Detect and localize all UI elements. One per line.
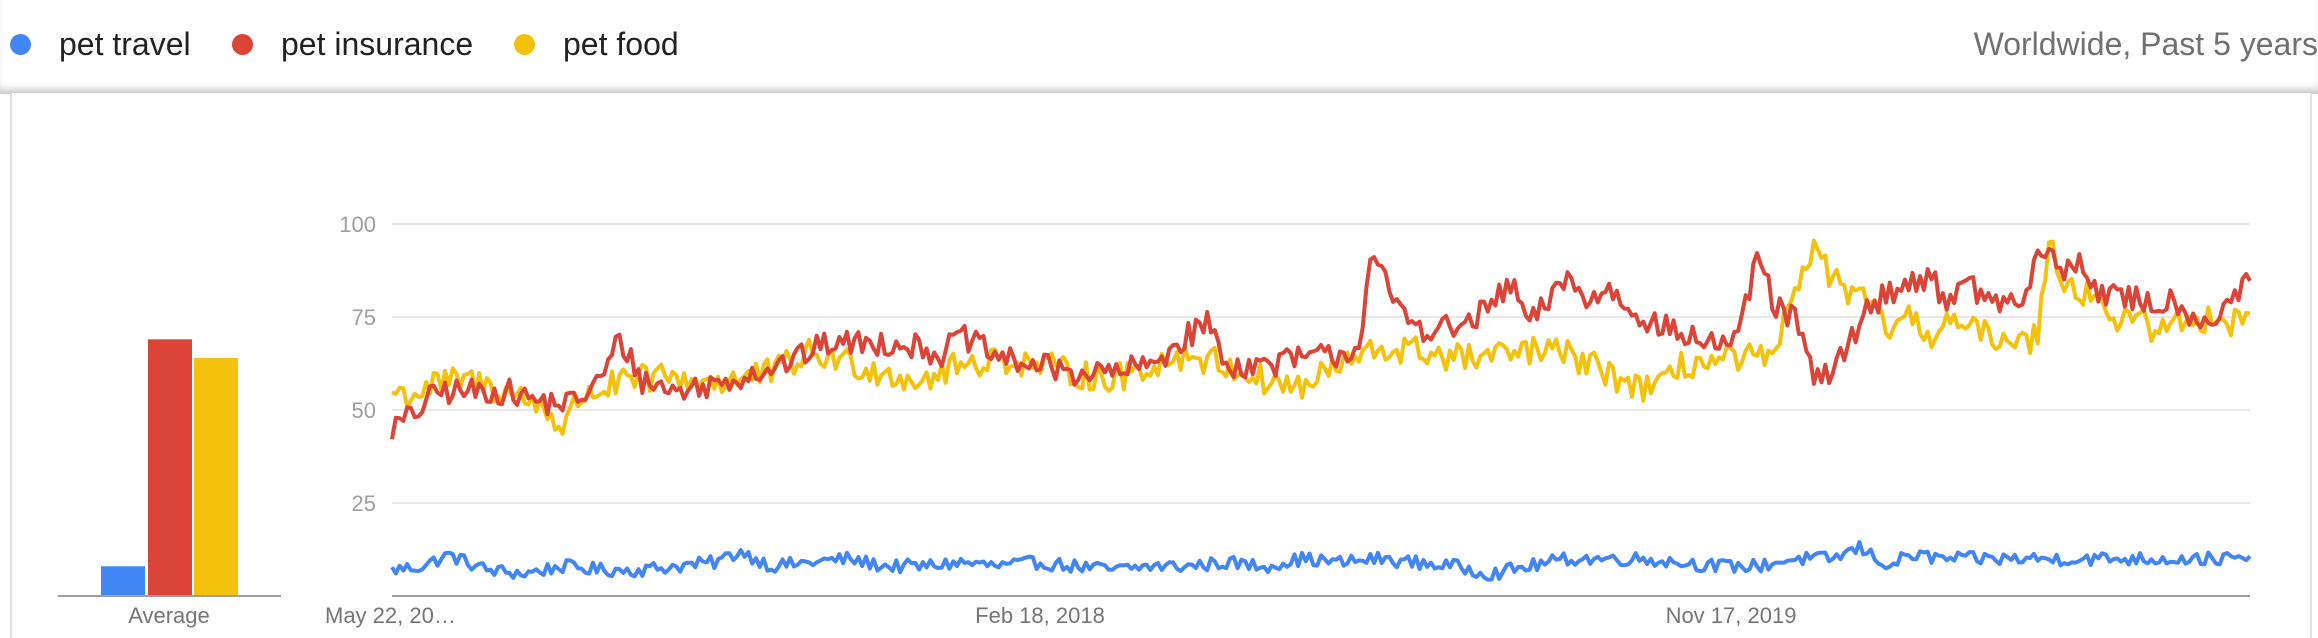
pet-travel-dot-icon [10,33,31,55]
x-tick-label: Feb 18, 2018 [975,603,1105,628]
legend-label: pet insurance [281,25,474,62]
legend-label: pet food [563,25,679,62]
average-bar-pet-food[interactable] [194,357,238,596]
series-lines [390,238,2252,582]
pet-insurance-dot-icon [232,33,253,55]
y-tick-label: 25 [352,491,376,516]
grid: 25 50 75 100 [339,212,2250,597]
average-bar-pet-travel[interactable] [101,566,145,596]
legend-item-pet-food[interactable]: pet food [514,0,679,88]
average-bars [58,339,281,597]
legend-item-pet-insurance[interactable]: pet insurance [232,0,473,88]
series-line-pet-travel[interactable] [390,540,2252,582]
y-tick-label: 75 [352,305,376,330]
x-axis-labels: May 22, 20… Feb 18, 2018 Nov 17, 2019 [325,603,1796,628]
header: pet travel pet insurance pet food Worldw… [0,0,2318,94]
series-line-pet-insurance[interactable] [390,247,2252,440]
pet-food-dot-icon [514,33,535,55]
x-tick-label: May 22, 20… [325,603,456,628]
y-tick-label: 100 [339,212,376,237]
x-tick-label: Nov 17, 2019 [1666,603,1797,628]
average-bar-pet-insurance[interactable] [148,339,192,596]
y-tick-label: 50 [352,398,376,423]
legend-item-pet-travel[interactable]: pet travel [10,0,191,88]
series-line-pet-food[interactable] [391,238,2251,436]
legend-label: pet travel [59,25,191,62]
average-label: Average [128,603,210,628]
scope-label: Worldwide, Past 5 years [1973,25,2318,62]
